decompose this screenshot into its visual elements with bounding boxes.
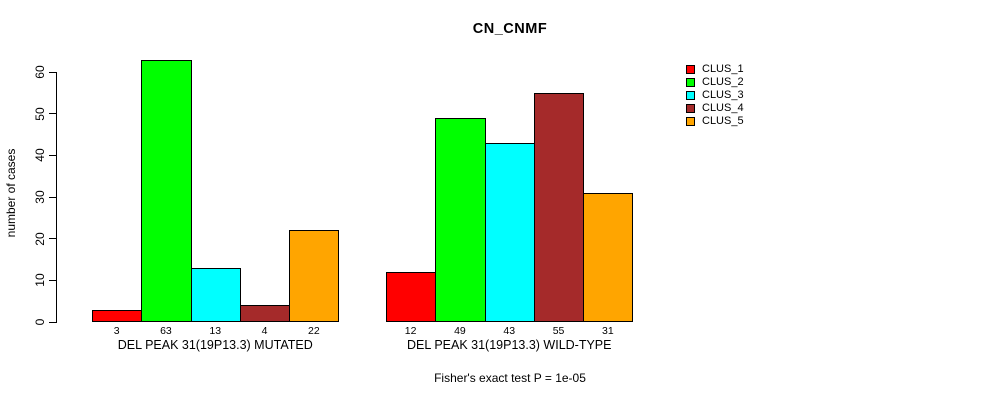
legend-swatch-clus_5 <box>686 117 695 126</box>
y-tick-label: 10 <box>33 273 47 288</box>
bar-value-label: 43 <box>503 325 516 337</box>
legend-swatch-clus_3 <box>686 91 695 100</box>
legend-label: CLUS_5 <box>702 115 744 127</box>
y-tick-label: 40 <box>33 148 47 163</box>
fisher-test-annotation: Fisher's exact test P = 1e-05 <box>434 371 586 385</box>
bar-value-label: 13 <box>209 325 222 337</box>
bar-clus_5-group1 <box>289 230 340 322</box>
legend: CLUS_1 CLUS_2 CLUS_3 CLUS_4 CLUS_5 <box>686 63 744 128</box>
y-tick-label: 50 <box>33 106 47 121</box>
y-tick-label: 60 <box>33 65 47 79</box>
legend-item-clus_5: CLUS_5 <box>686 115 744 128</box>
y-tick-label: 20 <box>33 231 47 246</box>
y-tick-mark <box>49 196 57 198</box>
bar-value-label: 55 <box>552 325 565 337</box>
legend-label: CLUS_4 <box>702 102 744 114</box>
bar-value-label: 3 <box>113 325 120 337</box>
y-tick-label: 0 <box>33 318 47 326</box>
bar-clus_2-group2 <box>435 117 486 322</box>
legend-item-clus_4: CLUS_4 <box>686 102 744 115</box>
y-tick-mark <box>49 71 57 73</box>
bar-value-label: 22 <box>307 325 320 337</box>
bar-value-label: 31 <box>601 325 614 337</box>
bar-value-label: 4 <box>261 325 268 337</box>
legend-item-clus_2: CLUS_2 <box>686 76 744 89</box>
bar-clus_1-group2 <box>386 272 437 322</box>
legend-label: CLUS_3 <box>702 89 744 101</box>
bar-clus_5-group2 <box>583 192 634 322</box>
legend-swatch-clus_4 <box>686 104 695 113</box>
y-axis-label: number of cases <box>4 148 18 238</box>
bar-clus_3-group2 <box>484 142 535 322</box>
bar-clus_3-group1 <box>190 267 241 322</box>
bar-value-label: 49 <box>454 325 466 337</box>
y-tick-mark <box>49 279 57 281</box>
legend-swatch-clus_2 <box>686 78 695 87</box>
group-label-1: DEL PEAK 31(19P13.3) MUTATED <box>117 338 313 352</box>
y-tick-mark <box>49 154 57 156</box>
bar-clus_4-group2 <box>533 92 585 322</box>
bar-clus_2-group1 <box>141 59 192 322</box>
bar-clus_1-group1 <box>92 309 143 322</box>
y-tick-mark <box>49 238 57 240</box>
legend-swatch-clus_1 <box>686 65 695 74</box>
legend-item-clus_1: CLUS_1 <box>686 63 744 76</box>
bar-value-label: 12 <box>404 325 417 337</box>
y-tick-mark <box>49 321 57 323</box>
legend-item-clus_3: CLUS_3 <box>686 89 744 102</box>
legend-label: CLUS_1 <box>702 63 744 75</box>
y-tick-mark <box>49 113 57 115</box>
bar-clus_4-group1 <box>239 305 291 322</box>
legend-label: CLUS_2 <box>702 76 744 88</box>
y-tick-label: 30 <box>33 190 47 204</box>
group-label-2: DEL PEAK 31(19P13.3) WILD-TYPE <box>407 338 612 352</box>
bar-value-label: 63 <box>160 325 172 337</box>
chart-title: CN_CNMF <box>472 21 548 37</box>
